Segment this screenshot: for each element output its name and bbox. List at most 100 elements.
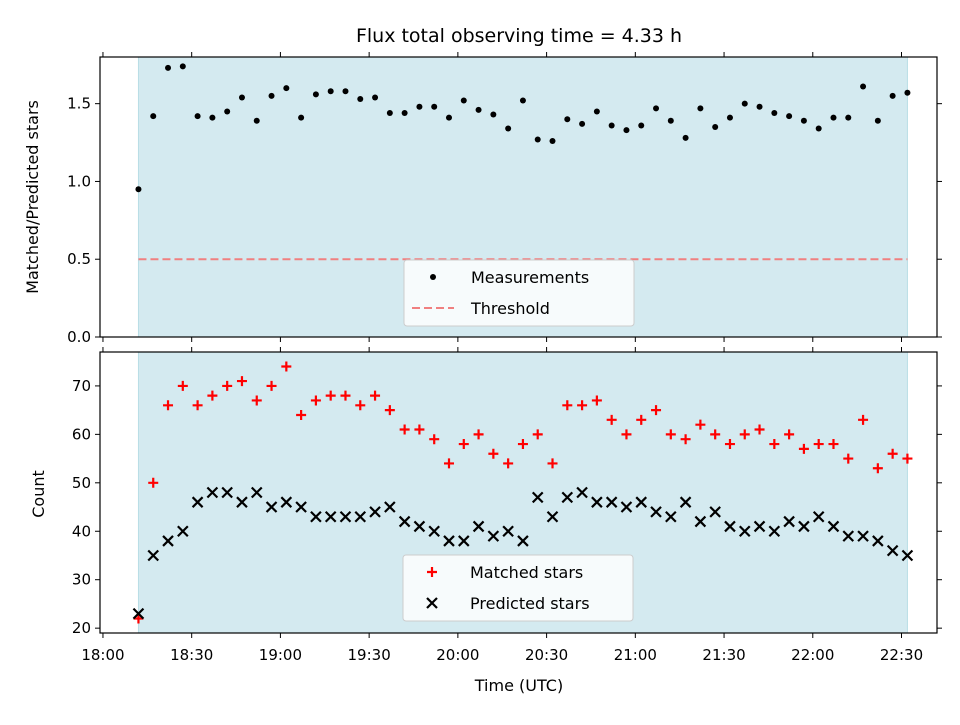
matched-stars-point	[680, 434, 691, 445]
top-y-tick-label: 1.0	[67, 172, 91, 190]
matched-stars-point	[222, 380, 233, 391]
measurement-point	[904, 89, 911, 96]
measurement-point	[357, 96, 364, 102]
measurement-point	[682, 134, 689, 141]
measurement-point	[786, 113, 793, 120]
bottom-y-tick-label: 20	[72, 619, 91, 637]
measurement-point	[238, 94, 245, 101]
predicted-stars-point	[369, 506, 381, 518]
measurement-point	[342, 88, 349, 95]
matched-stars-point	[473, 429, 484, 440]
matched-stars-point	[443, 458, 454, 469]
measurement-point	[298, 114, 305, 121]
matched-stars-point	[370, 390, 381, 401]
matched-stars-point	[429, 434, 440, 445]
matched-stars-point	[325, 390, 336, 401]
matched-stars-point	[591, 395, 602, 406]
matched-stars-point	[828, 439, 839, 450]
top-y-axis-label: Matched/Predicted stars	[23, 100, 42, 294]
predicted-stars-point	[576, 486, 588, 499]
measurement-point	[165, 64, 172, 71]
bottom-y-axis-label: Count	[29, 470, 48, 518]
predicted-stars-point	[206, 486, 219, 499]
predicted-stars-point	[650, 506, 662, 518]
matched-stars-point	[532, 429, 543, 440]
bottom-y-tick-label: 40	[72, 522, 91, 540]
measurement-point	[667, 117, 674, 124]
predicted-stars-point	[531, 491, 544, 504]
predicted-stars-point	[236, 496, 248, 508]
measurement-point	[845, 114, 852, 121]
predicted-stars-point	[487, 530, 500, 542]
measurement-point	[889, 92, 896, 99]
matched-stars-point	[665, 429, 676, 440]
measurement-point	[579, 120, 586, 127]
matched-stars-point	[606, 414, 617, 425]
predicted-stars-point	[812, 510, 825, 523]
top-legend: Measurements Threshold	[403, 259, 635, 327]
matched-stars-point	[858, 414, 869, 425]
matched-stars-point	[503, 458, 514, 469]
measurement-point	[564, 116, 571, 123]
measurement-point	[224, 108, 231, 115]
measurement-point	[815, 125, 822, 132]
measurement-point	[638, 122, 645, 129]
matched-stars-point	[296, 409, 307, 420]
predicted-stars-point	[354, 510, 367, 523]
bottom-axes-frame	[99, 351, 938, 634]
predicted-stars-point	[709, 506, 721, 518]
predicted-stars-point	[827, 520, 840, 533]
matched-stars-point	[547, 458, 558, 469]
matched-stars-point	[488, 448, 499, 459]
measurement-point	[150, 113, 157, 120]
predicted-stars-point	[250, 486, 263, 499]
predicted-stars-point	[132, 607, 145, 620]
top-axes-frame	[99, 56, 938, 338]
measurement-point	[726, 114, 733, 121]
measurement-point	[283, 85, 290, 92]
top-y-tick-label: 0.0	[67, 328, 91, 346]
measurement-point	[874, 117, 881, 124]
measurement-point	[416, 103, 423, 110]
measurement-point	[431, 103, 438, 110]
measurement-point	[194, 113, 201, 120]
predicted-stars-point	[324, 510, 337, 523]
x-tick-label: 18:00	[81, 646, 124, 664]
measurement-point	[608, 122, 615, 129]
bottom-legend: Matched stars Predicted stars	[402, 554, 634, 622]
x-tick-label: 19:30	[348, 646, 391, 664]
predicted-stars-point	[679, 496, 692, 508]
predicted-stars-point	[428, 525, 440, 538]
matched-stars-point	[872, 463, 883, 474]
matched-stars-point	[148, 477, 159, 488]
matched-stars-point	[399, 424, 410, 435]
predicted-stars-point	[842, 530, 855, 542]
legend-label: Predicted stars	[470, 594, 590, 613]
predicted-stars-point	[901, 549, 914, 562]
matched-stars-point	[458, 439, 469, 450]
measurement-point	[401, 110, 408, 116]
bottom-y-tick-label: 60	[72, 425, 91, 443]
predicted-stars-point	[221, 486, 233, 499]
matched-stars-point	[695, 419, 706, 430]
predicted-stars-point	[753, 520, 766, 533]
matched-stars-point	[266, 380, 277, 391]
predicted-stars-point	[384, 501, 396, 513]
predicted-stars-point	[605, 496, 618, 508]
matched-stars-point	[739, 429, 750, 440]
matched-stars-point	[251, 395, 262, 406]
predicted-stars-point	[472, 520, 485, 533]
matched-stars-point	[843, 453, 854, 464]
predicted-stars-point	[191, 496, 204, 508]
legend-label: Measurements	[471, 268, 589, 287]
bottom-legend-box	[402, 554, 634, 622]
matched-stars-point	[310, 395, 321, 406]
measurement-point	[549, 138, 556, 144]
predicted-stars-point	[561, 491, 574, 504]
measurement-point	[593, 108, 600, 115]
x-tick-label: 19:00	[259, 646, 302, 664]
predicted-stars-point	[724, 520, 736, 533]
matched-stars-point	[784, 429, 795, 440]
measurement-point	[135, 186, 142, 193]
predicted-stars-point	[280, 496, 293, 508]
